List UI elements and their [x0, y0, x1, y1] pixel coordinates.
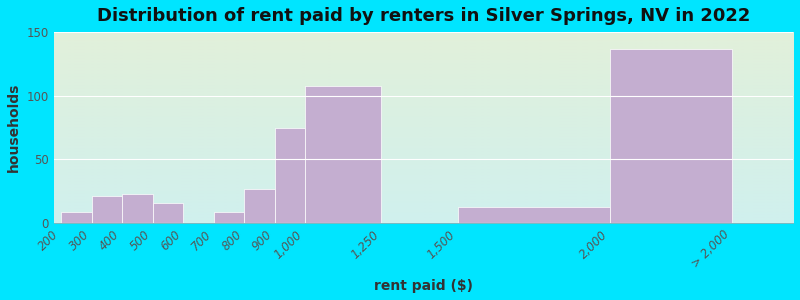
X-axis label: rent paid ($): rent paid ($)	[374, 279, 473, 293]
Title: Distribution of rent paid by renters in Silver Springs, NV in 2022: Distribution of rent paid by renters in …	[97, 7, 750, 25]
Bar	[458, 207, 610, 223]
Bar	[244, 189, 274, 223]
Bar	[92, 196, 122, 223]
Bar	[62, 212, 92, 223]
Bar	[122, 194, 153, 223]
Bar	[274, 128, 305, 223]
Bar	[305, 85, 382, 223]
Bar	[214, 212, 244, 223]
Bar	[153, 203, 183, 223]
Y-axis label: households: households	[7, 83, 21, 172]
Bar	[610, 49, 732, 223]
